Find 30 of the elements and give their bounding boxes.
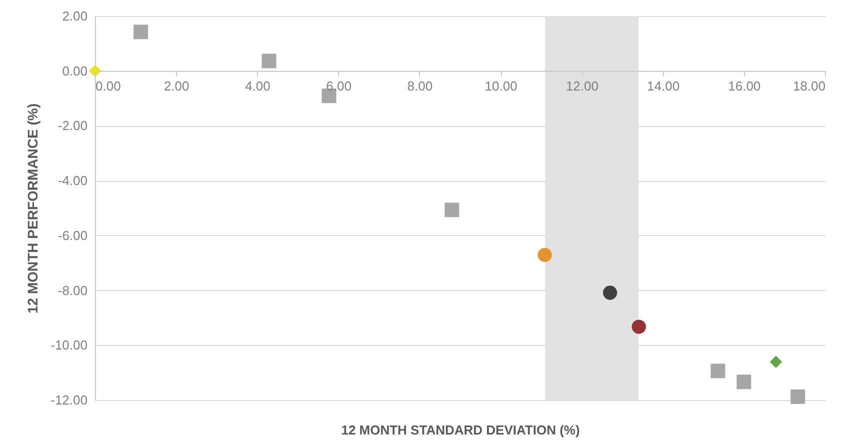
point <box>790 389 806 404</box>
point <box>602 286 618 300</box>
x-tick-label: 14.00 <box>647 78 680 94</box>
x-tick-label: 16.00 <box>728 78 761 94</box>
x-tick-label: 10.00 <box>484 78 518 94</box>
point <box>710 364 726 378</box>
point <box>134 24 148 40</box>
x-tick-label: 4.00 <box>245 78 270 94</box>
y-tick-label: -2.00 <box>58 118 88 134</box>
x-tick-label: 12.00 <box>566 78 598 94</box>
x-tick-label: 8.00 <box>407 78 433 94</box>
y-tick-label: -4.00 <box>58 173 88 188</box>
point <box>736 374 752 390</box>
point <box>444 202 460 218</box>
x-tick-label: 18.00 <box>792 78 826 94</box>
point <box>632 320 646 334</box>
x-axis-title: 12 MONTH STANDARD DEVIATION (%) <box>341 422 580 438</box>
point <box>538 248 552 262</box>
y-tick-label: 0.00 <box>62 63 88 78</box>
y-tick-label: -8.00 <box>58 282 88 298</box>
point <box>262 54 276 68</box>
x-tick-label: 2.00 <box>164 78 190 94</box>
y-tick-label: -10.00 <box>50 338 88 353</box>
y-tick-label: -12.00 <box>50 392 88 408</box>
x-tick-label: 0.00 <box>96 78 121 94</box>
x-tick-label: 6.00 <box>326 78 352 94</box>
y-tick-label: 2.00 <box>62 8 88 24</box>
y-axis-title: 12 MONTH PERFORMANCE (%) <box>24 103 41 314</box>
point <box>770 356 782 368</box>
y-tick-label: -6.00 <box>58 228 88 243</box>
